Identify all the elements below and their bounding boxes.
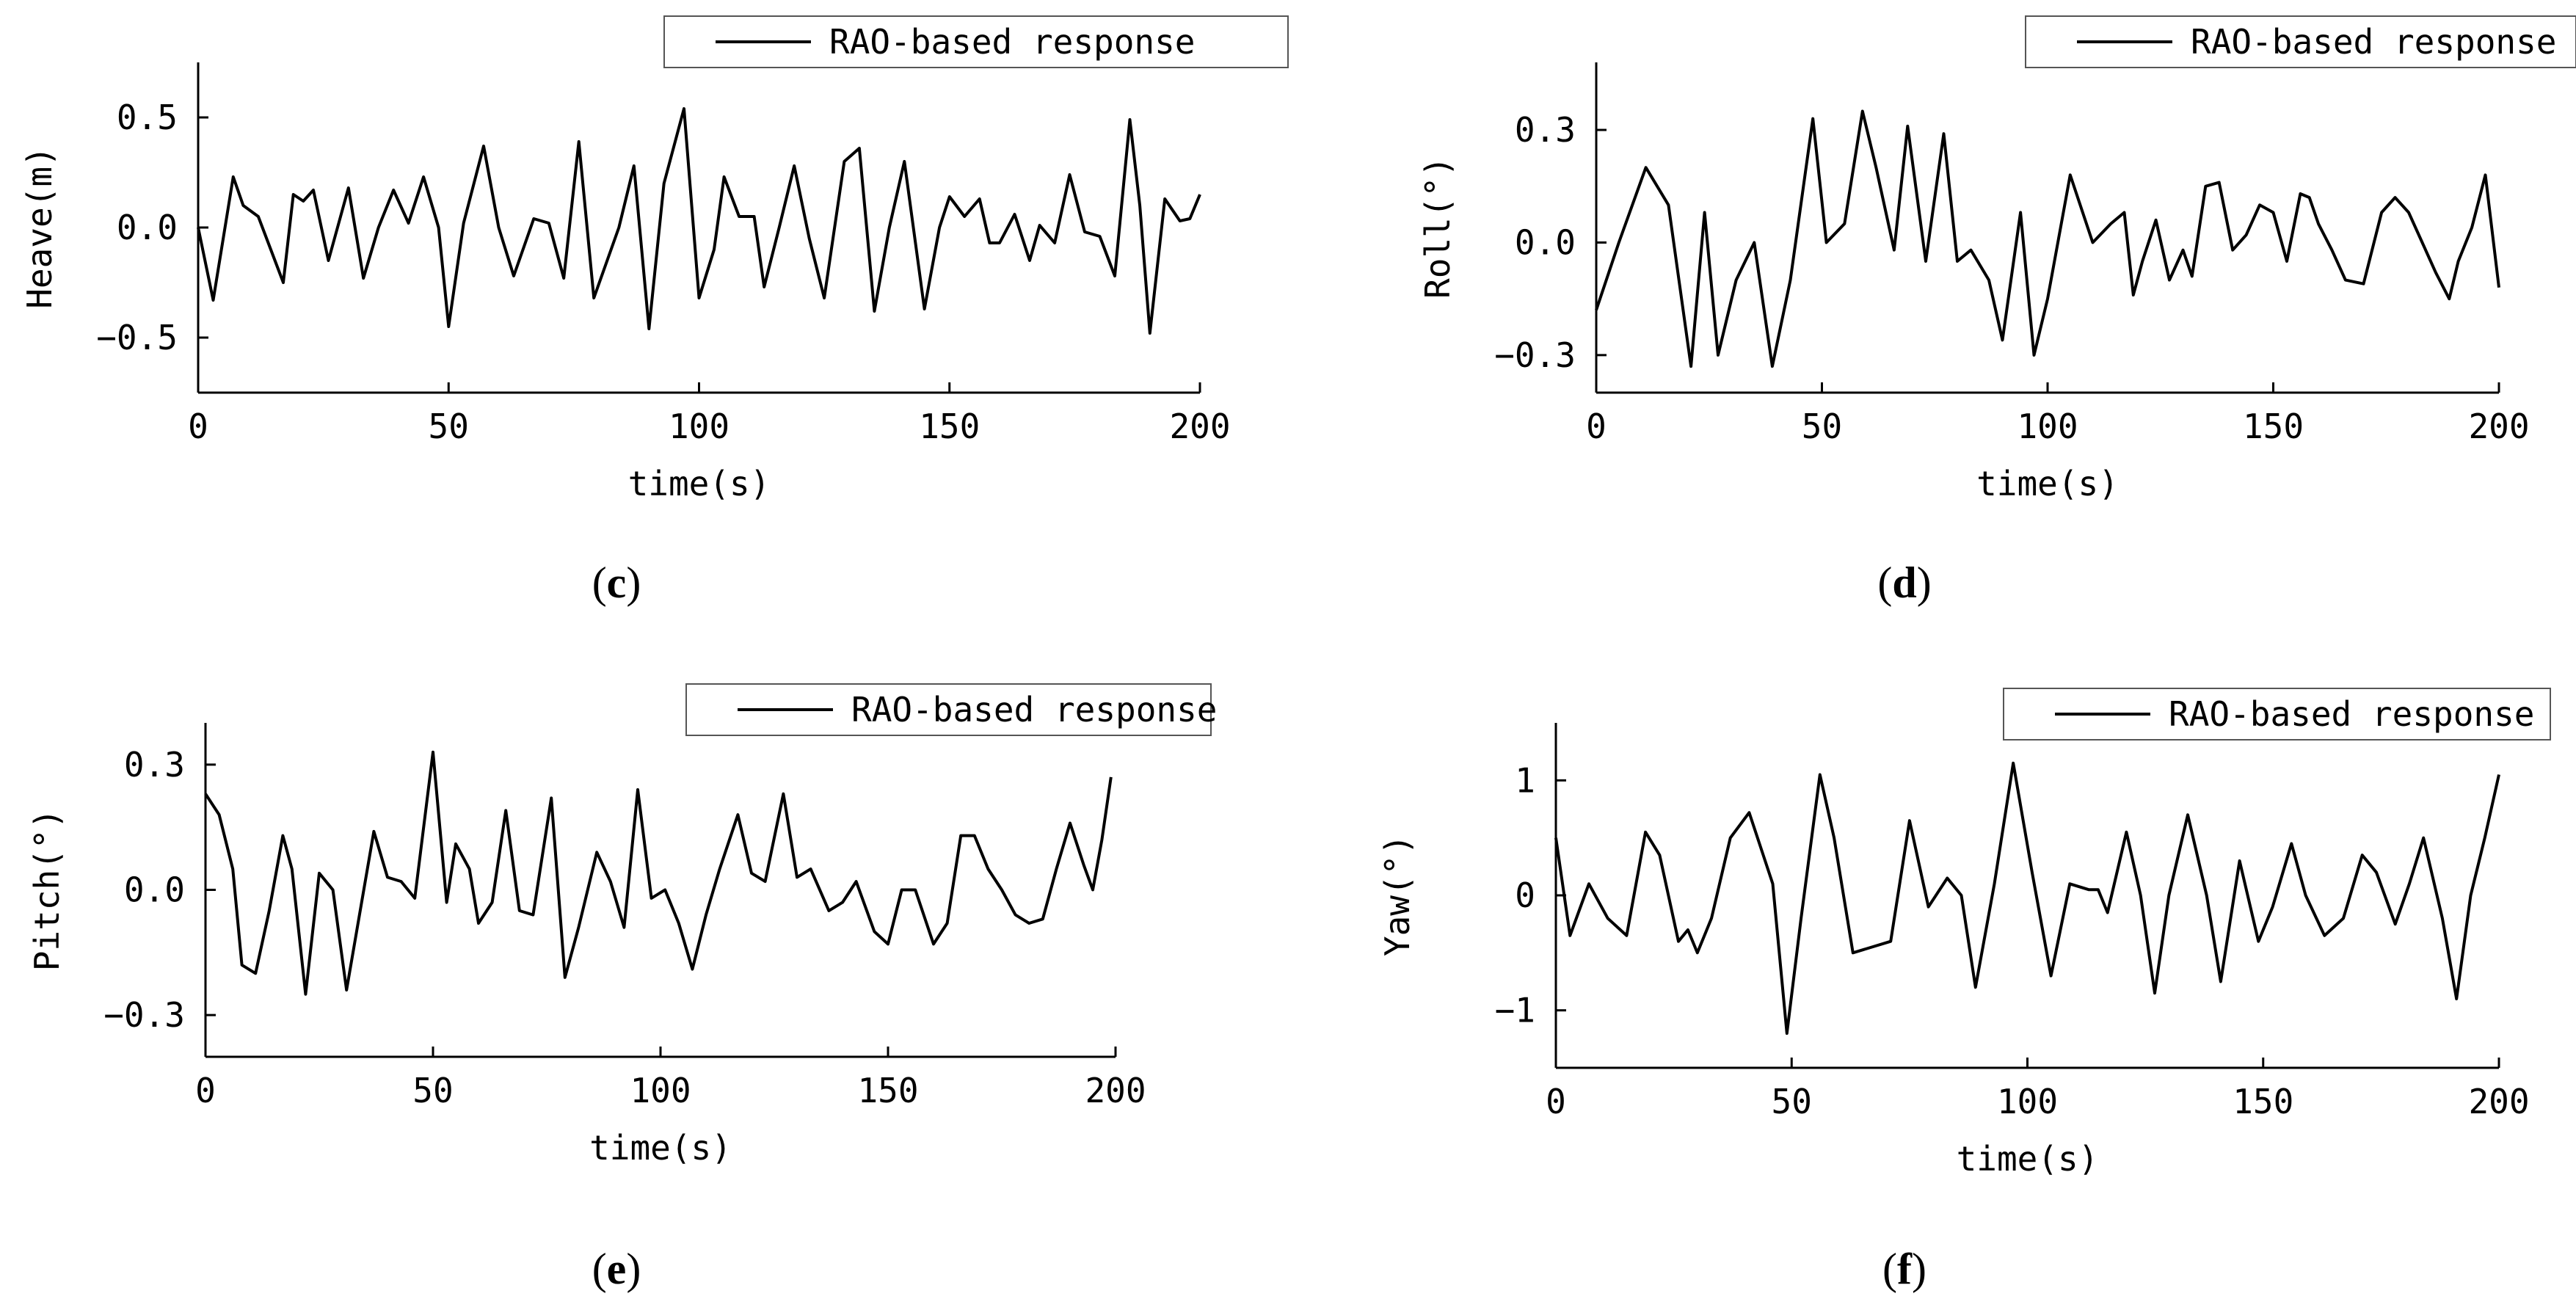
y-tick-label: 0.0: [124, 870, 185, 910]
panel-c: 0 50 100 150 200 0.5 0.0 −0.5 time(s) Heave(m) RAO…: [0, 0, 1289, 607]
x-tick-label: 100: [2017, 407, 2078, 446]
y-tick-label: 1: [1515, 760, 1535, 800]
x-tick-label: 0: [1546, 1082, 1566, 1121]
series-line: [1595, 109, 2500, 368]
y-axis-label: Yaw(°): [1378, 834, 1417, 956]
x-tick-label: 100: [630, 1071, 691, 1110]
legend-label: RAO-based response: [2169, 694, 2535, 734]
panel-d: 0 50 100 150 200 0.3 0.0 −0.3 time(s) Roll(°) RAO-…: [1288, 0, 2576, 607]
x-axis-label: time(s): [1976, 464, 2119, 503]
x-tick-label: 50: [1802, 407, 1842, 446]
x-tick-label: 150: [857, 1071, 918, 1110]
y-tick-label: 0: [1515, 876, 1535, 915]
x-tick-label: 150: [2233, 1082, 2293, 1121]
y-tick-label: 0.0: [1515, 222, 1576, 262]
chart-e: 0 50 100 150 200 0.3 0.0 −0.3 time(s) Pitch(°) RAO…: [27, 683, 1218, 1168]
caption-c: (c): [592, 558, 641, 607]
x-tick-label: 150: [919, 407, 980, 446]
series-line: [197, 107, 1201, 335]
legend-box: [663, 15, 1289, 68]
chart-d: 0 50 100 150 200 0.3 0.0 −0.3 time(s) Roll(°) RAO-…: [1418, 15, 2576, 503]
y-tick-label: 0.0: [117, 208, 178, 247]
x-tick-label: 200: [1085, 1071, 1146, 1110]
x-tick-label: 100: [1997, 1082, 2058, 1121]
caption-d: (d): [1877, 558, 1932, 607]
y-tick-label: 0.3: [124, 745, 185, 785]
panel-f: 0 50 100 150 200 1 0 −1 time(s) Yaw(°) RAO-based r…: [1288, 661, 2576, 1293]
x-tick-label: 150: [2243, 407, 2304, 446]
y-tick-label: 0.5: [117, 98, 178, 137]
y-tick-label: 0.3: [1515, 110, 1576, 150]
x-tick-label: 50: [412, 1071, 453, 1110]
panel-e: 0 50 100 150 200 0.3 0.0 −0.3 time(s) Pitch(°) RAO…: [0, 661, 1288, 1293]
legend-label: RAO-based response: [2191, 22, 2557, 62]
legend-label: RAO-based response: [829, 22, 1196, 62]
chart-c: 0 50 100 150 200 0.5 0.0 −0.5 time(s) Heave(m) RAO…: [20, 15, 1289, 503]
x-tick-label: 100: [669, 407, 729, 446]
x-axis-label: time(s): [628, 464, 771, 503]
x-tick-label: 200: [2468, 1082, 2529, 1121]
y-tick-label: −0.3: [103, 995, 185, 1035]
y-axis-label: Roll(°): [1418, 156, 1458, 299]
x-tick-label: 50: [1772, 1082, 1812, 1121]
caption-e: (e): [592, 1245, 641, 1293]
y-tick-label: −1: [1495, 991, 1535, 1030]
caption-f: (f): [1882, 1245, 1926, 1293]
chart-f: 0 50 100 150 200 1 0 −1 time(s) Yaw(°) RAO-based r…: [1378, 688, 2551, 1179]
x-tick-label: 200: [1169, 407, 1230, 446]
x-axis-label: time(s): [1957, 1139, 2099, 1179]
y-tick-label: −0.3: [1494, 335, 1576, 375]
x-tick-label: 0: [195, 1071, 216, 1110]
legend-label: RAO-based response: [851, 690, 1218, 729]
x-tick-label: 0: [188, 407, 208, 446]
x-tick-label: 50: [429, 407, 469, 446]
x-axis-label: time(s): [589, 1128, 732, 1168]
x-tick-label: 0: [1586, 407, 1607, 446]
y-tick-label: −0.5: [96, 318, 178, 357]
y-axis-label: Pitch(°): [27, 809, 67, 972]
y-axis-label: Heave(m): [20, 146, 59, 309]
x-tick-label: 200: [2468, 407, 2529, 446]
series-line: [1554, 761, 2500, 1035]
series-line: [204, 750, 1113, 996]
